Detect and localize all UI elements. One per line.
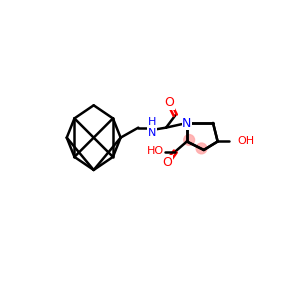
Text: O: O [164,97,174,110]
Text: HO: HO [147,146,164,157]
Text: O: O [163,156,172,169]
Text: N: N [182,116,191,130]
Circle shape [196,143,207,154]
Text: H
N: H N [148,117,156,138]
Text: N: N [182,116,191,130]
Circle shape [184,135,195,145]
Text: OH: OH [237,136,254,146]
